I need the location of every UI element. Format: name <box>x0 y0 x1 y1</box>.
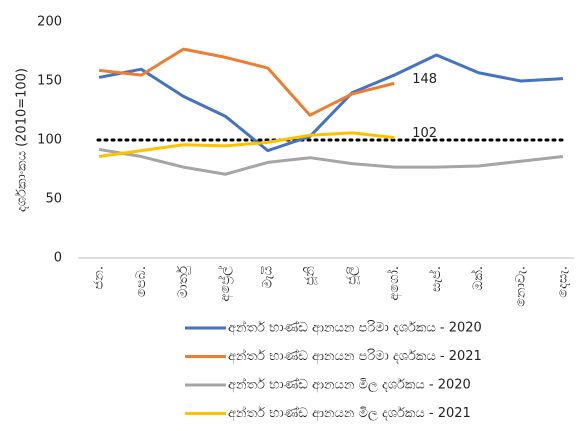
x-tick-label: නොවැ. <box>513 266 528 307</box>
x-tick-label: සැප්. <box>428 266 444 292</box>
legend-label: අන්තර් භාණ්ඩ ආනයන පරිමා දර්ශකය - 2020 <box>228 319 482 335</box>
x-tick-label: මැයි <box>260 266 275 289</box>
x-tick-label: පෙබ. <box>134 266 149 297</box>
legend-label: අන්තර් භාණ්ඩ ආනයන පරිමා දර්ශකය - 2021 <box>228 348 482 364</box>
x-tick-label: ජන. <box>92 266 107 290</box>
x-tick-label: ජූලි <box>345 266 360 285</box>
y-axis-label: දර්ශකාංකය (2010=100) <box>14 68 30 212</box>
y-tick-label: 50 <box>45 192 62 207</box>
x-tick-label: අප්‍රේල් <box>217 266 233 302</box>
y-tick-label: 100 <box>37 133 62 148</box>
x-tick-label: අගෝ. <box>386 266 402 301</box>
x-tick-label: මාර්තු <box>175 266 191 298</box>
y-tick-label: 200 <box>37 15 62 30</box>
x-tick-label: දෙසැ. <box>555 266 570 298</box>
x-tick-label: ඔක්. <box>470 266 486 290</box>
series-line <box>98 131 395 159</box>
y-tick-label: 150 <box>37 74 62 89</box>
y-tick-label: 0 <box>54 251 62 266</box>
data-label: 102 <box>412 126 437 141</box>
series-line <box>98 47 395 117</box>
x-tick-label: ජූනි <box>302 266 317 286</box>
data-label: 148 <box>412 72 437 87</box>
series-line <box>98 53 564 153</box>
legend-label: අන්තර් භාණ්ඩ ආනයන මිල දර්ශකය - 2021 <box>228 405 471 421</box>
series-line <box>98 147 564 176</box>
legend-label: අන්තර් භාණ්ඩ ආනයන මිල දර්ශකය - 2020 <box>228 376 471 392</box>
